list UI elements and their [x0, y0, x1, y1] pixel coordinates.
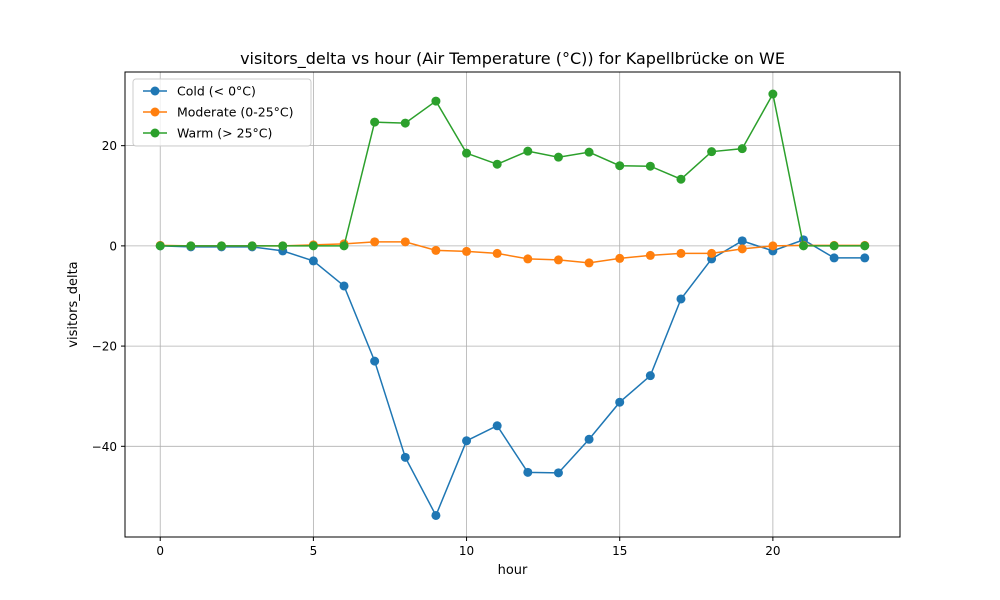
- data-point: [431, 96, 441, 106]
- data-point: [860, 241, 870, 251]
- data-point: [400, 118, 410, 128]
- data-point: [737, 244, 747, 254]
- data-point: [370, 117, 380, 127]
- legend: Cold (< 0°C) Moderate (0-25°C) Warm (> 25°…: [132, 78, 312, 147]
- x-tick-label: 20: [765, 544, 780, 558]
- data-point: [768, 241, 778, 251]
- data-point: [645, 371, 655, 381]
- data-point: [829, 241, 839, 251]
- x-tick-label: 0: [156, 544, 164, 558]
- data-point: [615, 397, 625, 407]
- legend-box: [132, 78, 312, 147]
- data-point: [431, 245, 441, 255]
- data-point: [584, 147, 594, 157]
- data-point: [339, 241, 349, 251]
- data-point: [615, 253, 625, 263]
- data-point: [339, 281, 349, 291]
- data-point: [737, 236, 747, 246]
- y-tick-label: 0: [109, 239, 117, 253]
- axes-frame: [124, 71, 901, 538]
- data-point: [523, 254, 533, 264]
- y-tick-label: −40: [92, 440, 117, 454]
- data-point: [308, 256, 318, 266]
- plot-area: 0 5 10 15 20 20 0 −20 −40: [92, 71, 901, 558]
- data-point: [370, 356, 380, 366]
- data-point: [799, 241, 809, 251]
- data-point: [584, 258, 594, 268]
- data-point: [278, 241, 288, 251]
- legend-entry-label: Cold (< 0°C): [177, 84, 256, 99]
- y-tick-label: −20: [92, 340, 117, 354]
- data-point: [186, 241, 196, 251]
- data-point: [645, 250, 655, 260]
- legend-marker: [150, 128, 160, 138]
- data-point: [707, 147, 717, 157]
- data-point: [860, 253, 870, 263]
- legend-marker: [150, 86, 160, 96]
- data-point: [676, 174, 686, 184]
- data-point: [155, 241, 165, 251]
- data-point: [462, 246, 472, 256]
- y-axis-label: visitors_delta: [66, 261, 81, 347]
- data-point: [462, 148, 472, 158]
- data-point: [247, 241, 257, 251]
- data-point: [707, 248, 717, 258]
- series-line: [160, 91, 865, 247]
- x-tick-label: 15: [612, 544, 627, 558]
- data-point: [676, 248, 686, 258]
- y-tick-label: 20: [102, 139, 117, 153]
- data-point: [462, 436, 472, 446]
- data-point: [768, 89, 778, 99]
- x-tick-label: 5: [310, 544, 318, 558]
- data-point: [492, 159, 502, 169]
- data-point: [492, 421, 502, 431]
- data-point: [645, 161, 655, 171]
- data-point: [553, 152, 563, 162]
- data-point: [829, 253, 839, 263]
- series-line: [160, 239, 865, 518]
- data-point: [615, 161, 625, 171]
- data-point: [584, 434, 594, 444]
- data-point: [523, 467, 533, 477]
- data-point: [676, 294, 686, 304]
- data-point: [737, 144, 747, 154]
- data-point: [431, 510, 441, 520]
- data-point: [553, 255, 563, 265]
- legend-marker: [150, 107, 160, 117]
- legend-entry-label: Moderate (0-25°C): [177, 105, 294, 120]
- x-tick-label: 10: [459, 544, 474, 558]
- data-point: [523, 146, 533, 156]
- chart-title: visitors_delta vs hour (Air Temperature …: [240, 49, 785, 69]
- x-axis-label: hour: [498, 563, 528, 578]
- data-point: [400, 237, 410, 247]
- legend-entry-label: Warm (> 25°C): [177, 126, 272, 141]
- data-point: [216, 241, 226, 251]
- data-point: [492, 248, 502, 258]
- data-point: [308, 241, 318, 251]
- data-point: [370, 237, 380, 247]
- data-point: [553, 468, 563, 478]
- data-point: [400, 452, 410, 462]
